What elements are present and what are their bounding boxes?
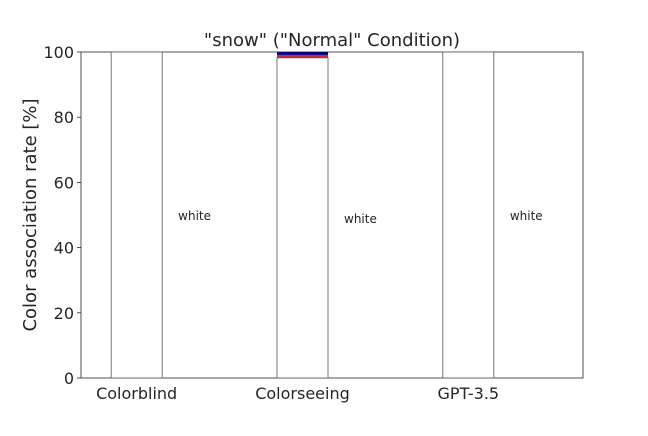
bar-segment-colorblind-0 [110, 51, 163, 379]
y-tick-label: 100 [43, 43, 74, 62]
bar-segment-gpt-3-5-0 [442, 51, 495, 379]
bar-segment-colorseeing-2 [277, 52, 328, 55]
x-tick-label: Colorblind [96, 384, 177, 403]
bar-data-label: white [510, 209, 543, 223]
y-tick-label: 0 [64, 369, 74, 388]
bar-data-label: white [178, 209, 211, 223]
y-tick-label: 60 [54, 173, 74, 192]
plot-area: white Colorblind white Colorseeing white GPT-… [43, 43, 584, 403]
x-tick-label: GPT-3.5 [438, 384, 500, 403]
y-tick-label: 40 [54, 239, 74, 258]
chart-title: "snow" ("Normal" Condition) [204, 30, 460, 51]
y-axis-label: Color association rate [%] [20, 98, 41, 331]
bar-segment-colorseeing-0 [276, 57, 329, 379]
plot-frame [80, 51, 584, 379]
x-tick-label: Colorseeing [255, 384, 350, 403]
bar-segment-colorseeing-1 [277, 54, 328, 58]
y-tick-label: 80 [54, 108, 74, 127]
bar-data-label: white [344, 212, 377, 226]
y-tick-label: 20 [54, 304, 74, 323]
